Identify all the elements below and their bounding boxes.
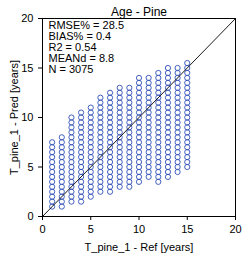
svg-text:10: 10 [21, 111, 33, 123]
svg-text:15: 15 [181, 223, 193, 235]
svg-text:20: 20 [21, 12, 33, 24]
svg-text:20: 20 [229, 223, 241, 235]
svg-text:0: 0 [39, 223, 45, 235]
svg-text:Age - Pine: Age - Pine [111, 5, 167, 19]
svg-text:15: 15 [21, 62, 33, 74]
svg-text:5: 5 [88, 223, 94, 235]
svg-text:T_pine_1 - Pred [years]: T_pine_1 - Pred [years] [8, 60, 20, 175]
svg-text:5: 5 [27, 161, 33, 173]
svg-text:T_pine_1 - Ref [years]: T_pine_1 - Ref [years] [85, 241, 194, 253]
svg-text:10: 10 [133, 223, 145, 235]
svg-text:0: 0 [27, 210, 33, 222]
svg-text:RMSE% = 28.5BIAS% = 0.4R2 = 0.: RMSE% = 28.5BIAS% = 0.4R2 = 0.54MEANd = … [49, 19, 125, 75]
